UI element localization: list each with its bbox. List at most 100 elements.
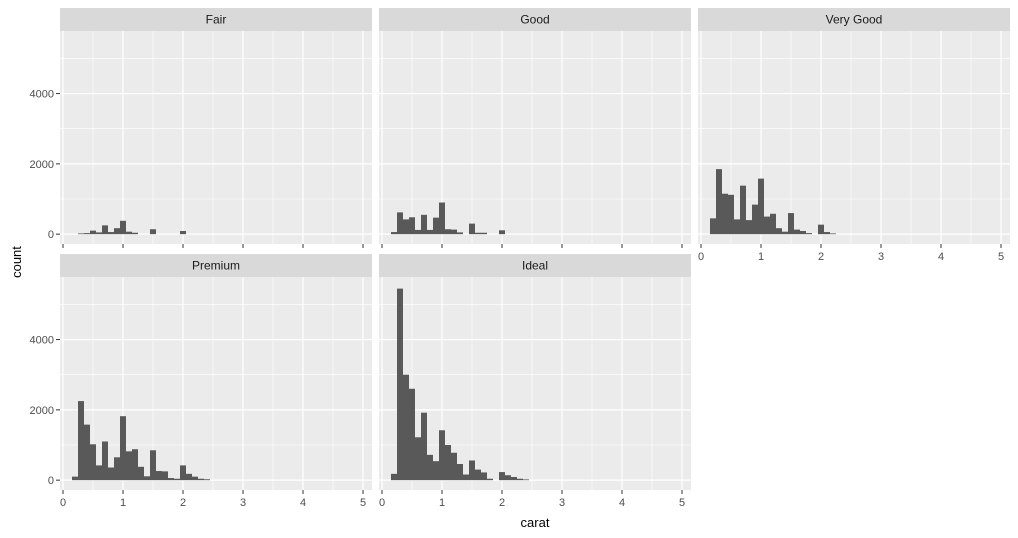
x-tick-label: 4 (300, 497, 306, 509)
x-tick-label: 4 (938, 251, 944, 263)
histogram-bar (90, 230, 96, 235)
x-tick-label: 3 (240, 497, 246, 509)
facet-strip-label: Premium (192, 259, 240, 273)
histogram-bar (409, 217, 415, 235)
histogram-bar (397, 288, 403, 481)
y-tick-label: 2000 (30, 405, 54, 417)
facet-strip (60, 254, 372, 277)
histogram-bar (830, 233, 836, 235)
x-tick-label: 2 (180, 497, 186, 509)
histogram-bar (433, 461, 439, 481)
histogram-bar (439, 202, 445, 235)
panel-background (379, 277, 691, 490)
histogram-bar (192, 476, 198, 481)
histogram-bar (770, 213, 776, 235)
facet-panel: Ideal 0 1 2 3 4 5 (379, 254, 691, 509)
histogram-bar (102, 441, 108, 481)
histogram-bar (463, 474, 469, 481)
histogram-bar (78, 233, 84, 235)
histogram-bar (764, 216, 770, 235)
histogram-bar (162, 471, 168, 481)
histogram-bar (114, 228, 120, 235)
histogram-bar (114, 457, 120, 481)
histogram-bar (517, 478, 523, 481)
histogram-bar (499, 230, 505, 235)
histogram-bar (96, 232, 102, 235)
facet-strip (379, 8, 691, 31)
facet-panel: Fair 0 2000 4000 (30, 8, 372, 248)
x-tick-label: 0 (698, 251, 704, 263)
facet-strip-label: Very Good (826, 13, 883, 27)
histogram-bar (746, 220, 752, 235)
histogram-bar (174, 478, 180, 481)
histogram-bar (90, 444, 96, 481)
histogram-bar (415, 437, 421, 481)
histogram-bar (734, 219, 740, 235)
histogram-bar (499, 472, 505, 481)
panel-background (698, 31, 1010, 244)
histogram-bar (415, 229, 421, 235)
facet-panel: Good (379, 8, 691, 248)
histogram-bar (824, 232, 830, 235)
histogram-bar (409, 388, 415, 481)
histogram-bar (469, 223, 475, 235)
histogram-bar (403, 374, 409, 481)
histogram-bar (722, 193, 728, 235)
x-tick-label: 5 (998, 251, 1004, 263)
x-tick-label: 0 (379, 497, 385, 509)
histogram-bar (126, 451, 132, 481)
histogram-bar (445, 229, 451, 235)
histogram-bar (469, 460, 475, 481)
x-tick-label: 1 (120, 497, 126, 509)
facet-strip-label: Ideal (522, 259, 548, 273)
histogram-bar (180, 230, 186, 235)
histogram-bar (445, 445, 451, 481)
histogram-bar (794, 229, 800, 235)
histogram-bar (481, 232, 487, 235)
y-tick-label: 2000 (30, 159, 54, 171)
panel-background (60, 277, 372, 490)
histogram-bar (788, 213, 794, 235)
y-tick-label: 0 (48, 475, 54, 487)
histogram-bar (439, 430, 445, 481)
histogram-bar (457, 232, 463, 235)
histogram-bar (397, 212, 403, 235)
facet-strip (60, 8, 372, 31)
histogram-bar (186, 473, 192, 481)
histogram-bar (120, 220, 126, 235)
x-axis-title: carat (521, 515, 550, 530)
histogram-bar (481, 472, 487, 481)
x-tick-label: 1 (439, 497, 445, 509)
x-tick-label: 2 (818, 251, 824, 263)
x-tick-label: 1 (758, 251, 764, 263)
histogram-bar (475, 232, 481, 235)
histogram-bar (144, 476, 150, 481)
histogram-bar (505, 475, 511, 481)
histogram-bar (120, 416, 126, 481)
y-axis-title: count (9, 246, 24, 278)
histogram-bar (198, 478, 204, 481)
facet-strip-label: Good (520, 13, 549, 27)
x-tick-label: 0 (60, 497, 66, 509)
histogram-bar (427, 454, 433, 481)
histogram-bar (72, 476, 78, 481)
histogram-bar (511, 476, 517, 481)
histogram-bar (818, 224, 824, 235)
histogram-bar (782, 231, 788, 235)
histogram-bar (758, 178, 764, 235)
x-tick-label: 2 (499, 497, 505, 509)
histogram-bar (84, 424, 90, 481)
histogram-bar (132, 232, 138, 235)
histogram-bar (451, 229, 457, 235)
histogram-bar (716, 169, 722, 235)
facet-strip-label: Fair (206, 13, 227, 27)
histogram-bar (150, 450, 156, 481)
histogram-bar (84, 233, 90, 235)
histogram-bar (421, 214, 427, 235)
histogram-bar (728, 194, 734, 235)
y-tick-label: 4000 (30, 89, 54, 101)
histogram-bar (475, 469, 481, 481)
facet-strip (379, 254, 691, 277)
histogram-bar (180, 465, 186, 481)
